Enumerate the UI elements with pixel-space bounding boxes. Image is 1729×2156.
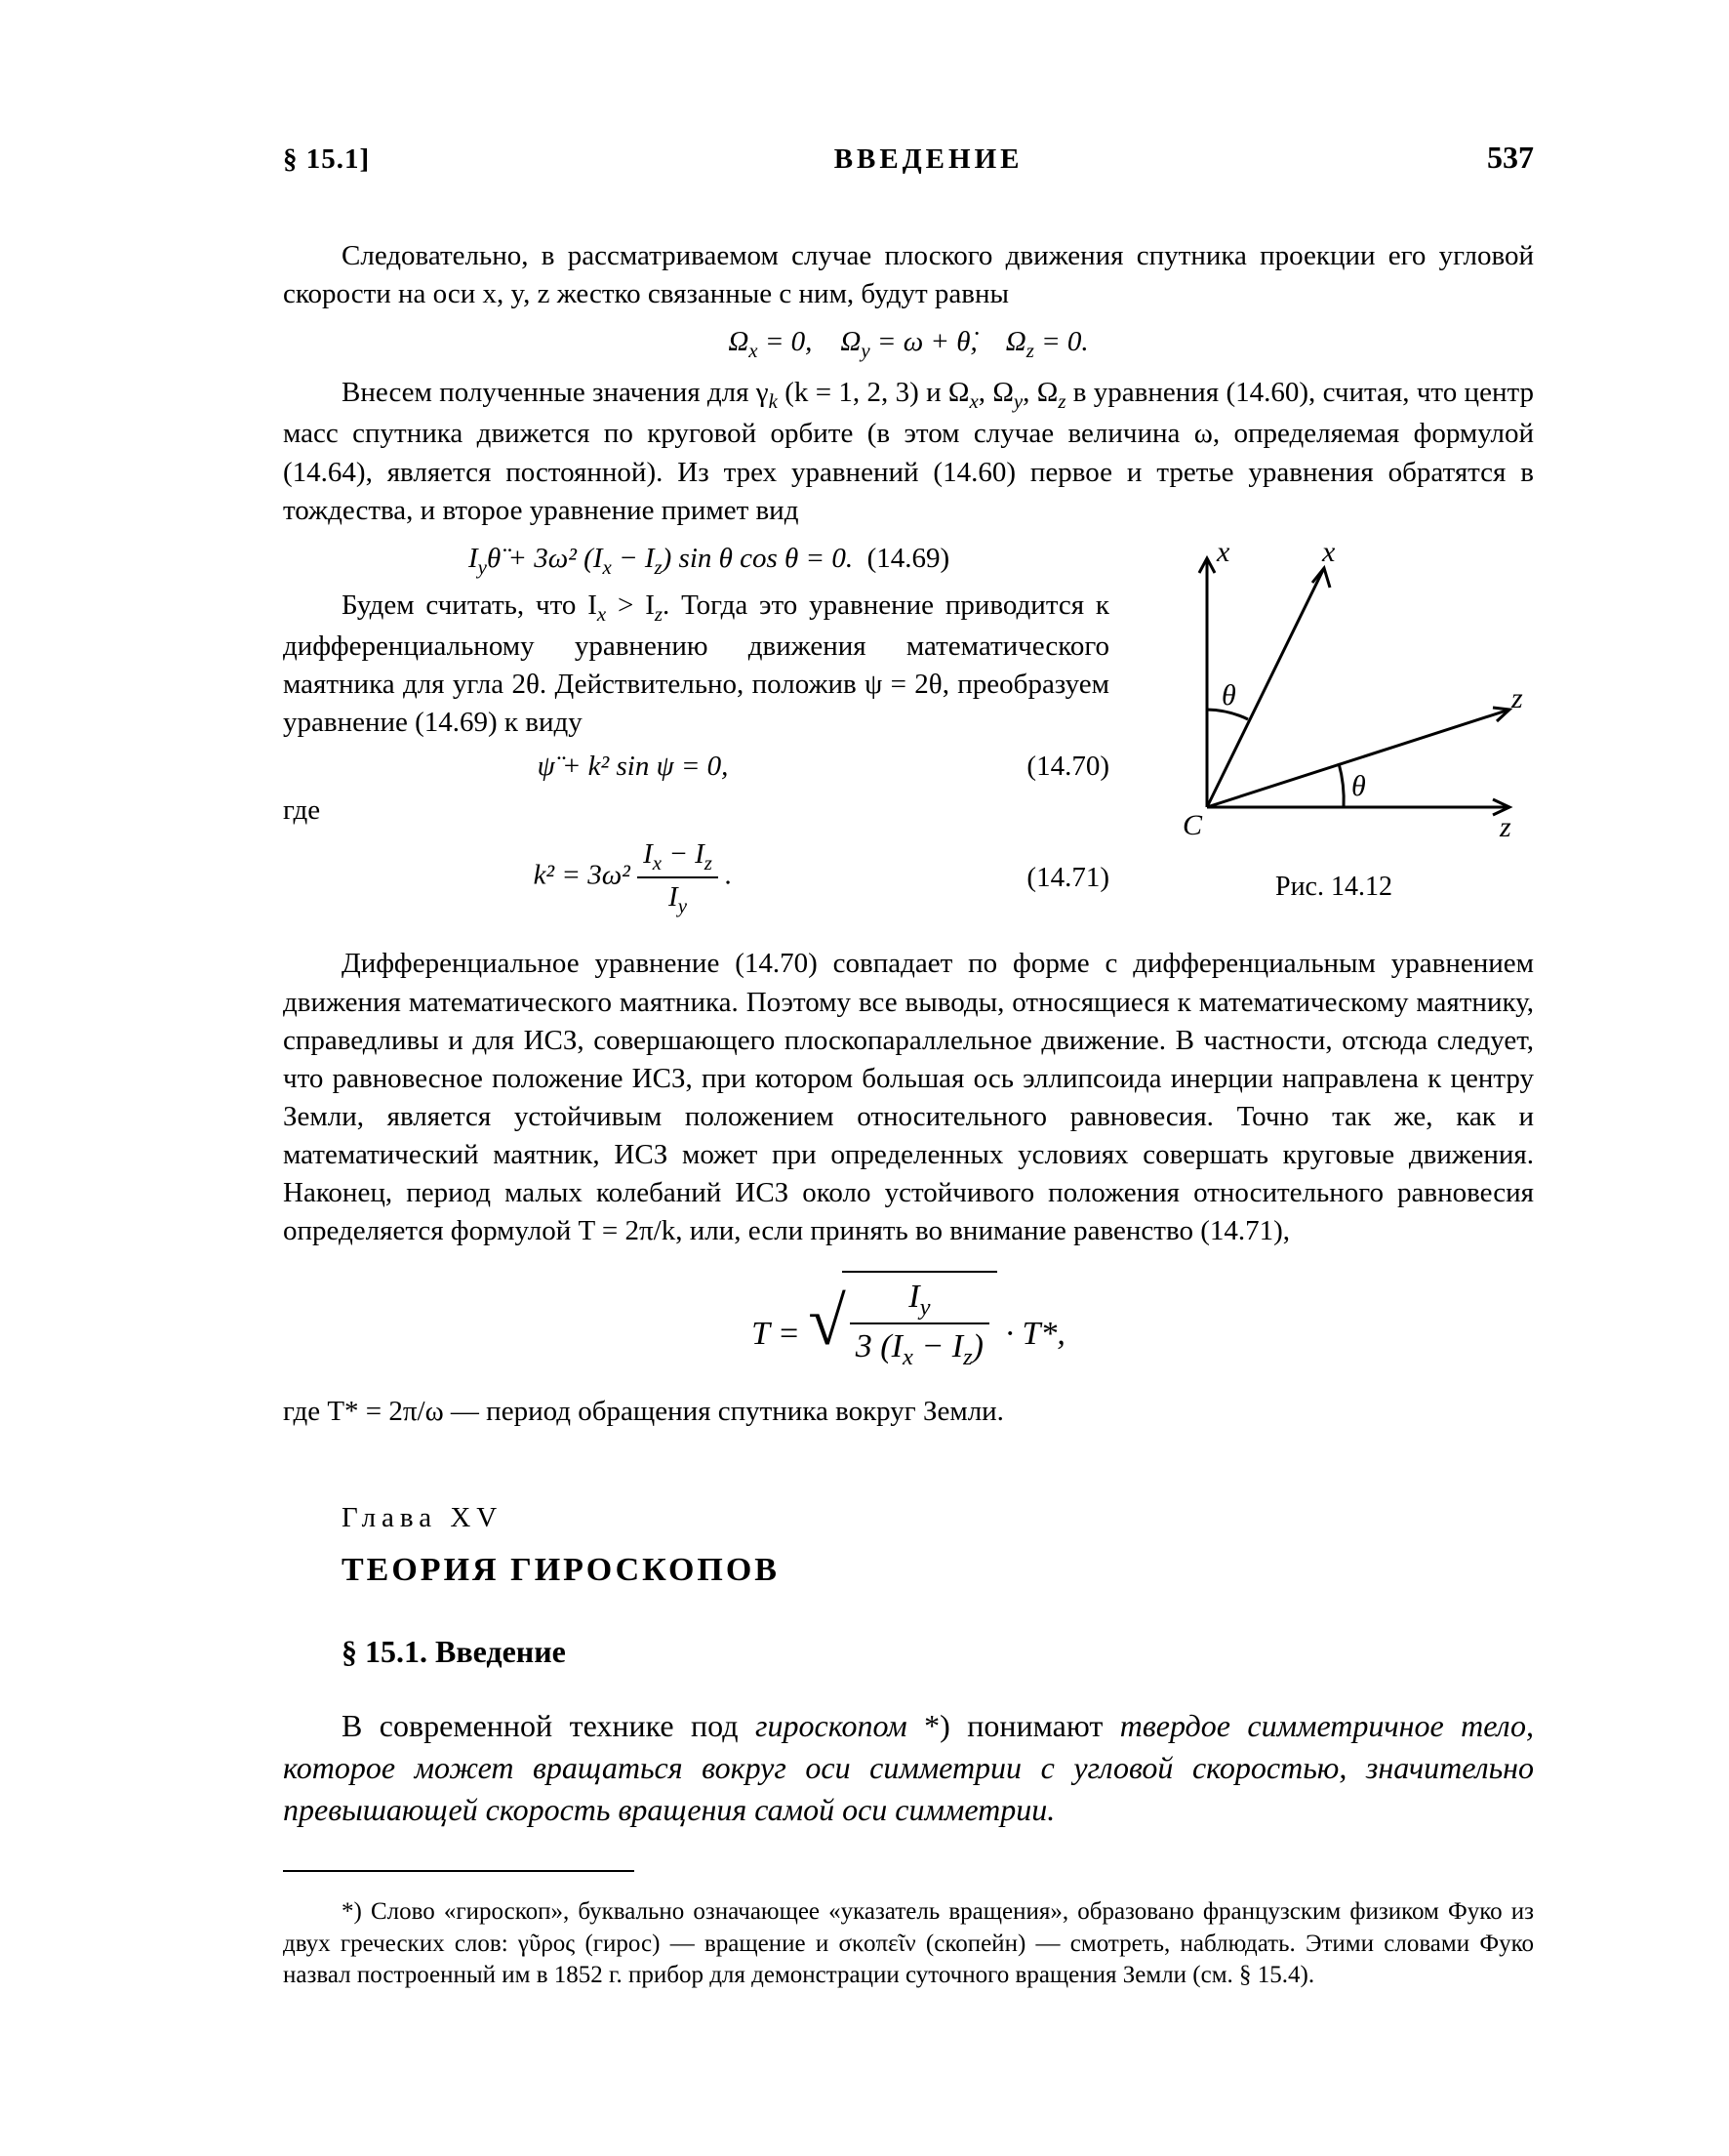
page-header: § 15.1] ВВЕДЕНИЕ 537 [283, 137, 1534, 179]
fig-label-theta2: θ [1351, 770, 1366, 802]
footnote: *) Слово «гироскоп», буквально означающе… [283, 1896, 1534, 1992]
fig-label-theta1: θ [1222, 679, 1236, 712]
chapter-number: Глава XV [283, 1499, 1534, 1537]
figure-14-12-svg: x xf z zf C θ θ [1139, 534, 1529, 846]
paragraph-5: где T* = 2π/ω — период обращения спутник… [283, 1393, 1534, 1431]
eq-14-71-denominator: Iy [637, 878, 718, 919]
eq-14-69-num: (14.69) [867, 543, 950, 574]
eq-14-71-numerator: Ix − Iz [637, 835, 718, 878]
where-label: где [283, 792, 1109, 830]
figure-14-12: x xf z zf C θ θ Рис. 14.12 [1134, 534, 1534, 906]
eq-period-numerator: Iy [850, 1275, 989, 1325]
eq-period-prefix: T = [751, 1316, 808, 1352]
eq-period-suffix: · T*, [1005, 1316, 1065, 1352]
footnote-rule [283, 1870, 634, 1872]
page-number: 537 [1487, 137, 1534, 179]
equation-14-71: k² = 3ω² Ix − Iz Iy . (14.71) [283, 835, 1109, 919]
fig-label-C: C [1183, 809, 1203, 841]
fig-label-zf: zf [1499, 811, 1511, 843]
eq-14-69-body: Iyθ̈ + 3ω² (Ix − Iz) sin θ cos θ = 0. [468, 543, 853, 574]
chapter-title: ТЕОРИЯ ГИРОСКОПОВ [283, 1548, 1534, 1593]
equation-14-69: Iyθ̈ + 3ω² (Ix − Iz) sin θ cos θ = 0. (1… [283, 540, 1109, 581]
eq-14-70-body: ψ̈ + k² sin ψ = 0, [283, 748, 983, 786]
eq-14-71-num: (14.71) [983, 859, 1109, 897]
fig-label-x: x [1321, 536, 1336, 568]
eq-period-denominator: 3 (Ix − Iz) [850, 1324, 989, 1373]
eq-14-70-num: (14.70) [983, 748, 1109, 786]
equation-omega: Ωx = 0, Ωy = ω + θ̇, Ωz = 0. [283, 323, 1534, 364]
fig-label-xf: xf [1216, 536, 1230, 568]
paragraph-2: Внесем полученные значения для γk (k = 1… [283, 374, 1534, 529]
paragraph-3: Будем считать, что Ix > Iz. Тогда это ур… [283, 587, 1109, 742]
eq-14-71-suffix: . [725, 860, 732, 891]
figure-caption: Рис. 14.12 [1134, 869, 1534, 906]
eq-14-71-prefix: k² = 3ω² [534, 860, 630, 891]
header-title: ВВЕДЕНИЕ [370, 141, 1487, 179]
fig-label-z: z [1510, 682, 1523, 714]
equation-period: T = √ Iy 3 (Ix − Iz) · T*, [283, 1271, 1534, 1374]
paragraph-1: Следовательно, в рассматриваемом случае … [283, 237, 1534, 313]
paragraph-4: Дифференциальное уравнение (14.70) совпа… [283, 945, 1534, 1250]
section-title: § 15.1. Введение [283, 1631, 1534, 1673]
equation-14-70: ψ̈ + k² sin ψ = 0, (14.70) [283, 748, 1109, 786]
gyroscope-definition: В современной технике под гироскопом *) … [283, 1705, 1534, 1832]
header-section-ref: § 15.1] [283, 141, 370, 179]
